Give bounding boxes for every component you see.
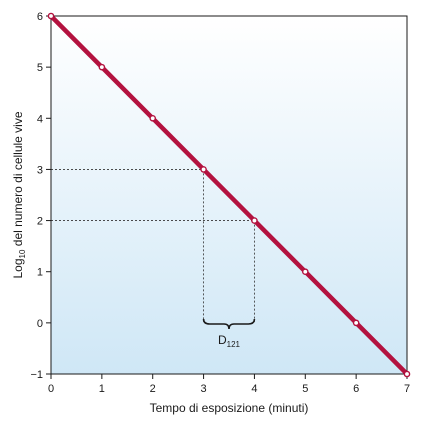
data-point: [403, 370, 411, 378]
data-point: [200, 166, 207, 173]
plot-frame: [50, 15, 408, 375]
data-point: [301, 268, 309, 276]
data-point: [352, 319, 360, 327]
x-tick-label: 4: [251, 383, 257, 395]
axes: 6 5 4 3 2 1 0 −1 0 1 2 3 4 5 6 7: [30, 11, 410, 395]
x-tick-label: 1: [99, 383, 105, 395]
y-tick-label: 5: [37, 62, 43, 74]
bracket-brace: [202, 318, 256, 330]
data-point: [251, 217, 258, 224]
data-series: [47, 12, 411, 378]
x-axis-label: Tempo di esposizione (minuti): [150, 401, 309, 415]
bracket-label: D121: [218, 333, 241, 349]
data-point: [98, 63, 106, 71]
y-tick-label: 3: [37, 164, 43, 176]
data-point: [149, 114, 157, 122]
y-axis-label: Log10 del numero di cellule vive: [11, 111, 27, 278]
y-tick-label: 1: [37, 267, 43, 279]
guide-lines: [51, 169, 255, 322]
y-tick-label: 2: [37, 216, 43, 228]
y-tick-label: 4: [37, 113, 43, 125]
x-tick-label: 5: [302, 383, 308, 395]
y-tick-label: −1: [30, 369, 43, 381]
x-tick-label: 6: [353, 383, 359, 395]
y-tick-label: 6: [37, 11, 43, 23]
x-tick-label: 7: [404, 383, 410, 395]
y-tick-label: 0: [37, 318, 43, 330]
x-tick-label: 3: [201, 383, 207, 395]
x-tick-label: 2: [150, 383, 156, 395]
data-point: [47, 12, 55, 20]
series-line: [48, 13, 410, 377]
annotation: D121: [202, 318, 256, 349]
axis-labels: Tempo di esposizione (minuti) Log10 del n…: [11, 111, 308, 415]
x-tick-label: 0: [48, 383, 54, 395]
